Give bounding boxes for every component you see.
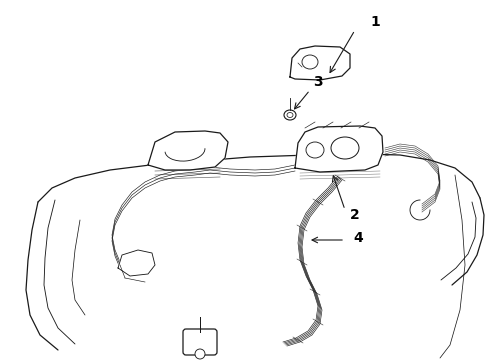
Circle shape bbox=[195, 349, 205, 359]
Text: 3: 3 bbox=[313, 75, 323, 89]
FancyBboxPatch shape bbox=[183, 329, 217, 355]
Ellipse shape bbox=[306, 142, 324, 158]
Ellipse shape bbox=[284, 110, 296, 120]
Polygon shape bbox=[118, 250, 155, 276]
Polygon shape bbox=[148, 131, 228, 170]
Text: 4: 4 bbox=[353, 231, 363, 245]
Text: 1: 1 bbox=[370, 15, 380, 29]
Ellipse shape bbox=[331, 137, 359, 159]
Ellipse shape bbox=[287, 112, 293, 117]
Polygon shape bbox=[290, 46, 350, 80]
Ellipse shape bbox=[302, 55, 318, 69]
Polygon shape bbox=[295, 126, 383, 172]
Text: 2: 2 bbox=[350, 208, 360, 222]
